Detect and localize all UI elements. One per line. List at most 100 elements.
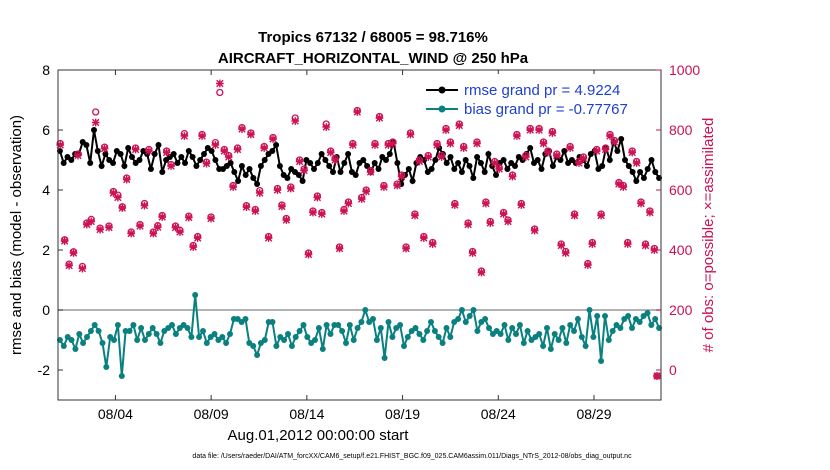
bias-point	[509, 325, 516, 331]
rmse-point	[155, 142, 162, 148]
obs-assimilated-point	[238, 125, 246, 133]
obs-assimilated-point	[570, 211, 579, 220]
bias-point	[574, 316, 581, 322]
rmse-point	[159, 169, 166, 175]
rmse-point	[455, 160, 462, 166]
obs-assimilated-point	[362, 187, 370, 196]
rmse-point	[98, 163, 105, 169]
obs-possible-point	[216, 88, 224, 97]
rmse-point	[481, 169, 488, 175]
plot-frame	[57, 69, 662, 401]
bias-point	[586, 307, 593, 313]
bias-point	[524, 328, 531, 334]
rmse-point	[299, 178, 306, 184]
bias-point	[315, 325, 322, 331]
bias-point	[412, 325, 419, 331]
obs-assimilated-point	[69, 249, 78, 257]
rmse-point	[227, 160, 234, 166]
rmse-point	[231, 169, 238, 175]
obs-assimilated-point	[446, 139, 455, 148]
bias-point	[130, 322, 137, 328]
rmse-point	[512, 163, 518, 169]
obs-assimilated-point	[584, 261, 592, 269]
rmse-point	[311, 166, 317, 172]
obs-assimilated-point	[233, 145, 242, 154]
rmse-point	[254, 181, 261, 187]
rmse-point	[110, 160, 116, 166]
bias-point	[192, 292, 199, 298]
rmse-point	[307, 160, 314, 166]
rmse-point	[261, 157, 268, 163]
x-tick-label: 08/24	[481, 406, 516, 422]
obs-assimilated-point	[397, 172, 406, 181]
bias-point	[644, 310, 651, 316]
rmse-point	[386, 151, 393, 157]
bias-point	[288, 343, 295, 349]
x-tick-label: 08/19	[385, 406, 420, 422]
rmse-point	[477, 160, 484, 166]
rmse-point	[534, 157, 541, 163]
obs-assimilated-point	[482, 199, 490, 208]
rmse-point	[182, 160, 188, 166]
rmse-point	[383, 157, 389, 163]
obs-assimilated-point	[539, 139, 548, 148]
obs-assimilated-point	[176, 228, 184, 236]
bias-point	[126, 328, 133, 334]
obs-assimilated-point	[575, 159, 583, 167]
bias-point	[563, 340, 570, 346]
rmse-point	[91, 127, 97, 133]
obs-assimilated-point	[105, 223, 113, 232]
obs-assimilated-point	[78, 264, 87, 273]
rmse-point	[360, 157, 367, 163]
legend-bias-label: bias grand pr = -0.77767	[464, 101, 628, 118]
obs-assimilated-point	[419, 234, 428, 242]
obs-assimilated-point	[588, 240, 597, 248]
bias-point	[312, 337, 318, 343]
rmse-point	[189, 154, 196, 160]
obs-assimilated-point	[167, 162, 175, 170]
y-left-tick-label: -2	[38, 362, 51, 378]
obs-assimilated-point	[313, 193, 322, 202]
obs-assimilated-point	[260, 144, 269, 152]
x-tick-label: 08/14	[289, 406, 324, 422]
obs-assimilated-point	[601, 145, 610, 154]
obs-assimilated-point	[632, 159, 641, 167]
bias-point	[544, 325, 550, 331]
obs-assimilated-point	[535, 126, 543, 134]
bias-point	[555, 337, 562, 343]
obs-assimilated-point	[486, 219, 495, 227]
obs-assimilated-point	[100, 144, 109, 153]
rmse-point	[644, 166, 651, 172]
obs-assimilated-point	[473, 139, 481, 148]
bias-point	[292, 334, 299, 340]
bias-point	[377, 325, 384, 331]
series-obs-assimilated	[56, 79, 661, 380]
obs-assimilated-point	[357, 195, 366, 203]
obs-assimilated-point	[579, 154, 588, 163]
bias-point	[617, 325, 624, 331]
rmse-point	[235, 178, 242, 184]
bias-point	[431, 328, 438, 334]
obs-assimilated-point	[273, 186, 282, 194]
bias-point	[636, 319, 643, 325]
obs-assimilated-point	[114, 193, 122, 202]
bias-point	[602, 313, 608, 319]
bias-point	[296, 328, 303, 334]
bias-point	[547, 346, 554, 352]
bias-point	[134, 337, 141, 343]
bias-point	[319, 346, 326, 352]
bias-point	[261, 337, 268, 343]
rmse-point	[193, 163, 200, 169]
obs-assimilated-point	[60, 237, 69, 245]
rmse-point	[625, 163, 632, 169]
obs-assimilated-point	[322, 123, 331, 131]
bias-point	[389, 334, 396, 340]
bias-point	[416, 331, 423, 337]
rmse-point	[637, 169, 644, 175]
bias-point	[648, 322, 655, 328]
bias-point	[559, 325, 566, 331]
bias-point	[227, 331, 233, 337]
bias-point	[300, 322, 307, 328]
rmse-point	[648, 157, 655, 163]
bias-point	[95, 328, 102, 334]
